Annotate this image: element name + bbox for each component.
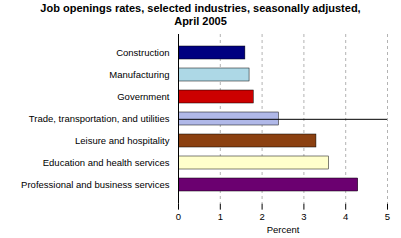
- svg-text:Education and health services: Education and health services: [43, 157, 170, 168]
- svg-text:Trade, transportation, and uti: Trade, transportation, and utilities: [29, 113, 170, 124]
- svg-text:5: 5: [385, 211, 390, 222]
- svg-text:Professional and business serv: Professional and business services: [21, 179, 170, 190]
- svg-text:Construction: Construction: [116, 47, 169, 58]
- svg-text:4: 4: [343, 211, 348, 222]
- svg-text:1: 1: [218, 211, 223, 222]
- svg-text:0: 0: [176, 211, 181, 222]
- svg-text:Leisure and hospitality: Leisure and hospitality: [75, 135, 170, 146]
- svg-text:Government: Government: [117, 91, 170, 102]
- svg-text:Manufacturing: Manufacturing: [109, 69, 169, 80]
- svg-text:Percent: Percent: [267, 225, 300, 236]
- html-text:Job openings rates, selected i: Job openings rates, selected industries,…: [40, 2, 361, 28]
- svg-text:2: 2: [259, 211, 264, 222]
- svg-text:3: 3: [301, 211, 306, 222]
